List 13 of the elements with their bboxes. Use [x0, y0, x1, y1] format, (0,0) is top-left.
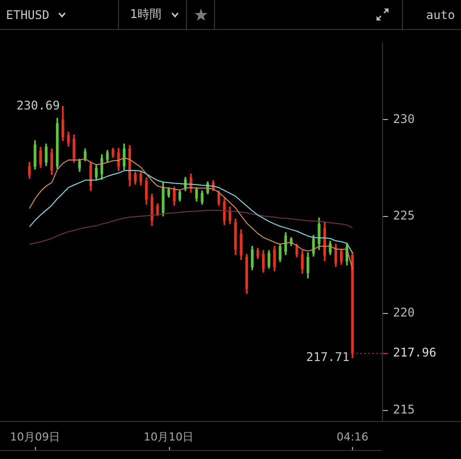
- x-tick-label: 04:16: [336, 430, 368, 444]
- x-tick-label: 10月09日: [10, 430, 60, 444]
- x-tick-label: 10月10日: [144, 430, 194, 444]
- y-tick-label: 225: [393, 208, 415, 223]
- chart-title: ETHUSD: [6, 8, 50, 22]
- y-tick-label: 230: [393, 112, 415, 126]
- y-tick-label: 215: [393, 402, 415, 416]
- chart-subtitle: 1時間: [130, 6, 162, 23]
- annotation: 230.69: [16, 98, 60, 112]
- text: auto: [426, 8, 455, 22]
- ref-line-label: 217.96: [393, 346, 436, 360]
- y-tick-label: 220: [393, 306, 415, 320]
- annotation: 217.71: [306, 350, 350, 364]
